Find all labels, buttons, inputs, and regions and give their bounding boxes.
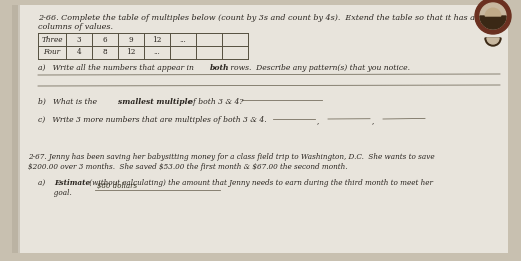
- Text: goal.: goal.: [38, 189, 72, 197]
- Text: 6: 6: [103, 35, 107, 44]
- Text: 2-66. Complete the table of multiples below (count by 3s and count by 4s).  Exte: 2-66. Complete the table of multiples be…: [38, 14, 480, 22]
- Text: ,: ,: [317, 117, 319, 125]
- Text: a)   Write all the numbers that appear in: a) Write all the numbers that appear in: [38, 64, 196, 72]
- Text: 9: 9: [129, 35, 133, 44]
- Text: c)   Write 3 more numbers that are multiples of both 3 & 4.: c) Write 3 more numbers that are multipl…: [38, 116, 267, 124]
- Circle shape: [475, 0, 511, 34]
- Text: ...: ...: [154, 49, 160, 56]
- FancyBboxPatch shape: [12, 5, 20, 253]
- Wedge shape: [485, 8, 501, 16]
- Text: 8: 8: [103, 49, 107, 56]
- Wedge shape: [485, 38, 501, 46]
- Text: Four: Four: [43, 49, 60, 56]
- FancyBboxPatch shape: [18, 5, 508, 253]
- Wedge shape: [480, 16, 506, 29]
- Text: Estimate: Estimate: [54, 179, 90, 187]
- Text: of both 3 & 4?: of both 3 & 4?: [186, 98, 243, 106]
- Text: $80 dollars: $80 dollars: [97, 182, 137, 190]
- Text: (without calculating) the amount that Jenny needs to earn during the third month: (without calculating) the amount that Je…: [87, 179, 433, 187]
- Text: $200.00 over 3 months.  She saved $53.00 the first month & $67.00 the second mon: $200.00 over 3 months. She saved $53.00 …: [28, 163, 348, 171]
- Text: both: both: [210, 64, 229, 72]
- Text: 12: 12: [126, 49, 135, 56]
- Text: Three: Three: [41, 35, 63, 44]
- Text: b)   What is the: b) What is the: [38, 98, 100, 106]
- Text: 2-67. Jenny has been saving her babysitting money for a class field trip to Wash: 2-67. Jenny has been saving her babysitt…: [28, 153, 435, 161]
- Circle shape: [480, 3, 506, 29]
- Text: rows.  Describe any pattern(s) that you notice.: rows. Describe any pattern(s) that you n…: [228, 64, 410, 72]
- Text: 12: 12: [152, 35, 162, 44]
- Text: smallest multiple: smallest multiple: [118, 98, 192, 106]
- Text: ,: ,: [372, 117, 375, 125]
- Text: 3: 3: [77, 35, 81, 44]
- Text: ...: ...: [180, 35, 187, 44]
- Text: 4: 4: [77, 49, 81, 56]
- Wedge shape: [487, 38, 499, 44]
- Text: columns of values.: columns of values.: [38, 23, 113, 31]
- Text: a): a): [38, 179, 52, 187]
